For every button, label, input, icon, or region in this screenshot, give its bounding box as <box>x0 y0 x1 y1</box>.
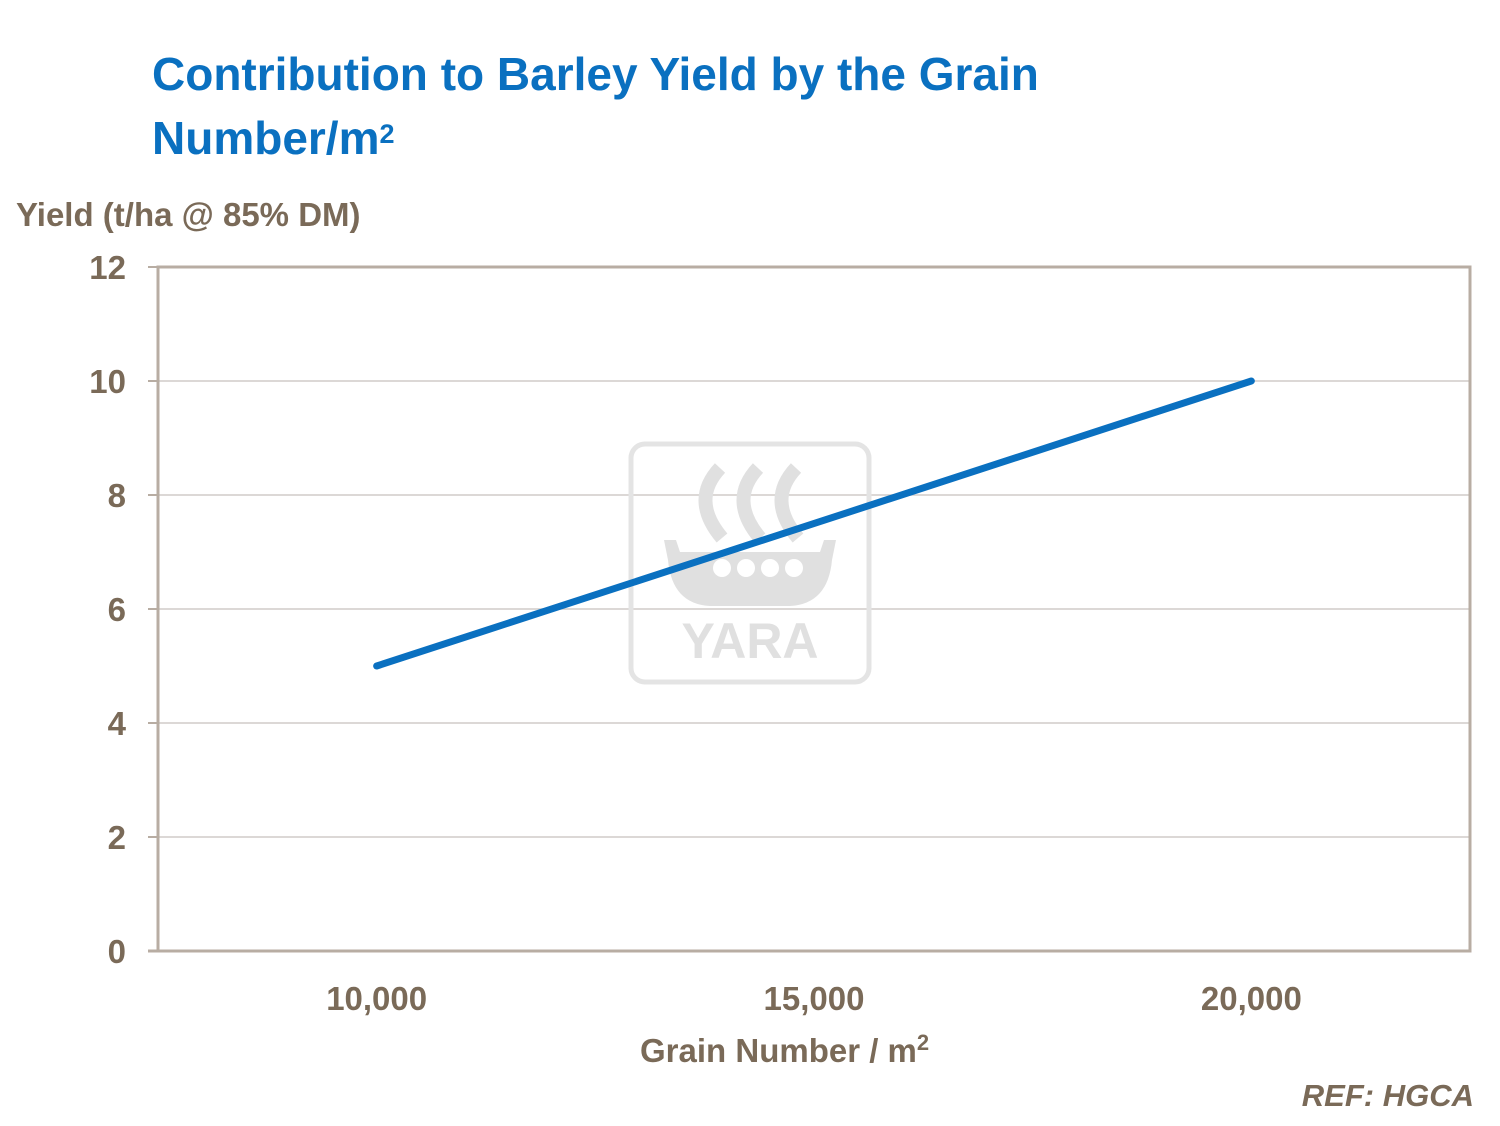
x-axis-label-text: Grain Number / m <box>640 1032 917 1069</box>
reference-note: REF: HGCA <box>1301 1078 1474 1113</box>
yara-viking-ship-icon <box>698 463 804 543</box>
ship-shields <box>713 559 803 577</box>
y-tick-label: 12 <box>89 249 126 286</box>
x-tick-label: 10,000 <box>326 980 427 1017</box>
y-tick-label: 4 <box>108 705 127 742</box>
series-line <box>373 377 1255 670</box>
x-axis-label-superscript: 2 <box>916 1030 930 1055</box>
x-tick-label: 15,000 <box>764 980 865 1017</box>
x-tick-label: 20,000 <box>1201 980 1302 1017</box>
yara-watermark: YARA <box>628 441 872 685</box>
chart-title-text: Contribution to Barley Yield by the Grai… <box>152 48 1039 164</box>
y-tick-label: 2 <box>108 819 126 856</box>
chart-title-superscript: 2 <box>379 119 395 149</box>
y-axis: 0 2 4 6 8 10 12 <box>89 249 158 970</box>
y-tick-label: 6 <box>108 591 126 628</box>
watermark-frame <box>628 441 872 685</box>
y-tick-label: 8 <box>108 477 126 514</box>
x-axis-label: Grain Number / m2 <box>640 1030 930 1070</box>
watermark-text: YARA <box>681 613 818 669</box>
y-axis-label: Yield (t/ha @ 85% DM) <box>16 196 361 233</box>
x-axis: 10,000 15,000 20,000 <box>148 949 1470 1017</box>
gridlines <box>158 380 1470 838</box>
chart-title: Contribution to Barley Yield by the Grai… <box>152 42 1252 170</box>
series-layer <box>373 377 1255 670</box>
y-tick-label: 10 <box>89 363 126 400</box>
y-tick-label: 0 <box>108 933 126 970</box>
